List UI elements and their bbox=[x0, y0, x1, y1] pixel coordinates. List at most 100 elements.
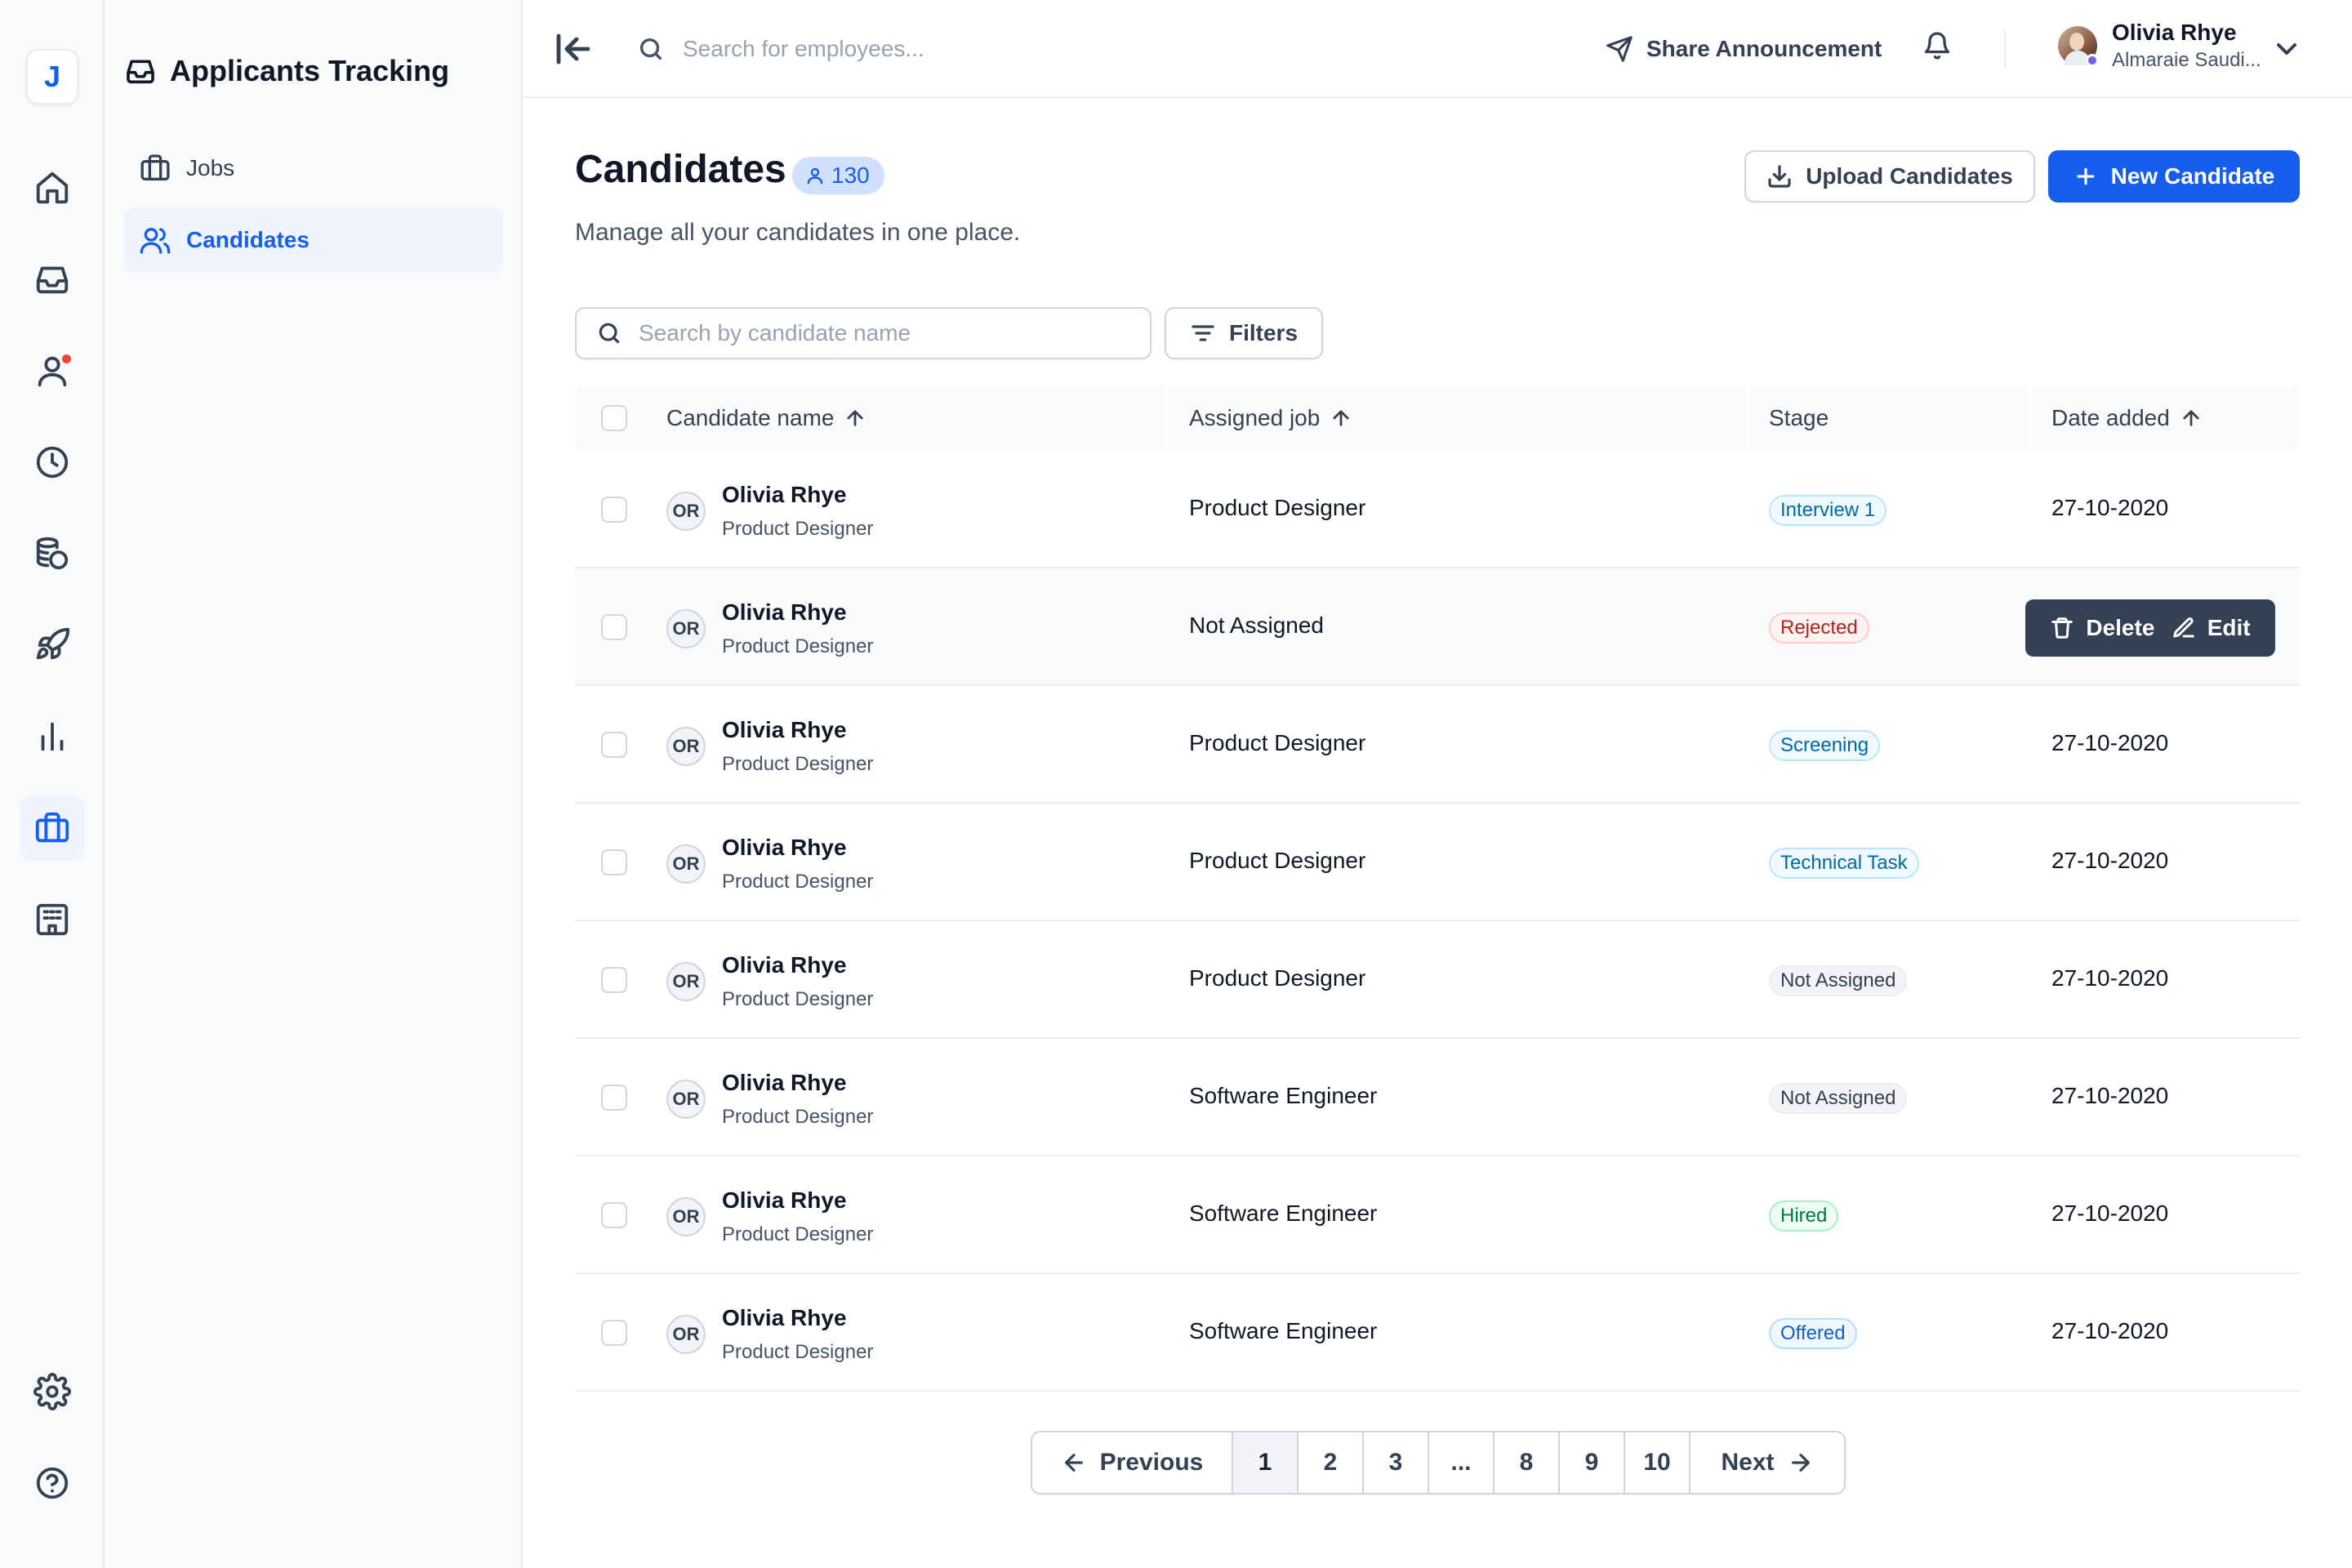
rail-payroll-button[interactable] bbox=[20, 521, 85, 586]
candidate-search-input[interactable] bbox=[639, 320, 1129, 346]
new-candidate-label: New Candidate bbox=[2110, 163, 2275, 189]
upload-candidates-button[interactable]: Upload Candidates bbox=[1744, 150, 2035, 203]
delete-label: Delete bbox=[2086, 615, 2155, 640]
app-logo[interactable]: J bbox=[26, 49, 78, 105]
sidebar-item-label: Jobs bbox=[186, 155, 235, 180]
column-date-added[interactable]: Date added bbox=[2051, 385, 2203, 451]
sidebar-item-candidates[interactable]: Candidates bbox=[124, 207, 503, 273]
sidebar-item-jobs[interactable]: Jobs bbox=[124, 136, 503, 201]
row-actions: Delete Edit bbox=[2025, 599, 2275, 657]
rail-people-button[interactable] bbox=[20, 338, 85, 403]
page-button[interactable]: 1 bbox=[1233, 1432, 1298, 1493]
user-menu[interactable]: Olivia Rhye Almaraie Saudi... bbox=[2058, 18, 2261, 74]
candidate-role: Product Designer bbox=[722, 871, 874, 893]
inbox-icon bbox=[127, 60, 154, 84]
user-menu-toggle[interactable] bbox=[2270, 33, 2303, 65]
row-checkbox[interactable] bbox=[601, 614, 627, 640]
candidates-table: Candidate name Assigned job Stage Date a… bbox=[575, 385, 2300, 1392]
coins-icon bbox=[36, 537, 69, 570]
new-candidate-button[interactable]: New Candidate bbox=[2048, 150, 2300, 203]
assigned-job: Software Engineer bbox=[1189, 1200, 1378, 1226]
edit-button[interactable]: Edit bbox=[2172, 615, 2251, 641]
arrow-up-icon bbox=[1333, 410, 1349, 426]
row-checkbox[interactable] bbox=[601, 967, 627, 993]
search-icon bbox=[599, 323, 620, 344]
rail-office-button[interactable] bbox=[20, 887, 85, 952]
candidate-role: Product Designer bbox=[722, 988, 874, 1010]
row-checkbox[interactable] bbox=[601, 849, 627, 875]
trash-icon bbox=[2051, 617, 2074, 639]
assigned-job: Product Designer bbox=[1189, 965, 1366, 991]
row-checkbox[interactable] bbox=[601, 1202, 627, 1228]
stage-badge: Rejected bbox=[1769, 612, 1869, 644]
next-page-button[interactable]: Next bbox=[1690, 1432, 1844, 1493]
stage-badge: Technical Task bbox=[1769, 848, 1919, 879]
rail-inbox-button[interactable] bbox=[20, 247, 85, 312]
notifications-button[interactable] bbox=[1922, 31, 1958, 67]
page-button[interactable]: 9 bbox=[1560, 1432, 1625, 1493]
share-announcement-button[interactable]: Share Announcement bbox=[1606, 26, 1882, 72]
candidate-name[interactable]: Olivia Rhye bbox=[722, 835, 847, 860]
collapse-left-icon bbox=[556, 33, 590, 65]
rail-time-button[interactable] bbox=[20, 430, 85, 495]
delete-button[interactable]: Delete bbox=[2050, 615, 2154, 641]
arrow-left-icon bbox=[1064, 1454, 1083, 1472]
rail-jobs-button[interactable] bbox=[20, 795, 85, 861]
briefcase-icon bbox=[140, 154, 170, 180]
row-checkbox[interactable] bbox=[601, 1085, 627, 1111]
assigned-job: Software Engineer bbox=[1189, 1318, 1378, 1343]
candidate-name[interactable]: Olivia Rhye bbox=[722, 599, 847, 625]
collapse-sidebar-button[interactable] bbox=[554, 29, 593, 69]
table-row[interactable]: OR Olivia Rhye Product Designer Software… bbox=[575, 1156, 2300, 1274]
edit-label: Edit bbox=[2207, 615, 2251, 640]
table-row[interactable]: OR Olivia Rhye Product Designer Product … bbox=[575, 686, 2300, 804]
table-row[interactable]: OR Olivia Rhye Product Designer Software… bbox=[575, 1039, 2300, 1156]
table-row[interactable]: OR Olivia Rhye Product Designer Product … bbox=[575, 804, 2300, 921]
row-checkbox[interactable] bbox=[601, 732, 627, 758]
icon-rail: J bbox=[0, 0, 105, 1568]
page-button[interactable]: 10 bbox=[1625, 1432, 1690, 1493]
send-icon bbox=[1606, 36, 1633, 62]
help-icon bbox=[36, 1467, 69, 1499]
candidate-name[interactable]: Olivia Rhye bbox=[722, 717, 847, 742]
candidate-role: Product Designer bbox=[722, 1106, 874, 1128]
rail-reports-button[interactable] bbox=[20, 704, 85, 769]
select-all-checkbox[interactable] bbox=[601, 405, 627, 431]
row-checkbox[interactable] bbox=[601, 1320, 627, 1346]
top-bar: Share Announcement Olivia Rhye Almaraie … bbox=[523, 0, 2352, 98]
column-candidate-name[interactable]: Candidate name bbox=[666, 385, 866, 451]
rail-launch-button[interactable] bbox=[20, 612, 85, 678]
page-button[interactable]: 2 bbox=[1298, 1432, 1364, 1493]
candidate-name[interactable]: Olivia Rhye bbox=[722, 1305, 847, 1330]
table-row[interactable]: OR Olivia Rhye Product Designer Product … bbox=[575, 451, 2300, 568]
page-button[interactable]: 8 bbox=[1494, 1432, 1560, 1493]
table-row[interactable]: OR Olivia Rhye Product Designer Not Assi… bbox=[575, 568, 2300, 686]
filters-button[interactable]: Filters bbox=[1165, 307, 1323, 359]
rail-home-button[interactable] bbox=[20, 155, 85, 220]
rail-help-button[interactable] bbox=[20, 1450, 85, 1516]
inbox-icon bbox=[36, 266, 69, 294]
previous-page-button[interactable]: Previous bbox=[1032, 1432, 1233, 1493]
candidate-name[interactable]: Olivia Rhye bbox=[722, 1070, 847, 1095]
column-assigned-job[interactable]: Assigned job bbox=[1189, 385, 1352, 451]
page-subtitle: Manage all your candidates in one place. bbox=[575, 219, 1021, 246]
row-checkbox[interactable] bbox=[601, 497, 627, 523]
candidate-count-badge: 130 bbox=[792, 157, 884, 194]
page-ellipsis: ... bbox=[1429, 1432, 1494, 1493]
candidate-name[interactable]: Olivia Rhye bbox=[722, 1187, 847, 1213]
page-button[interactable]: 3 bbox=[1364, 1432, 1429, 1493]
date-added: 27-10-2020 bbox=[2051, 730, 2169, 755]
home-icon bbox=[36, 172, 69, 204]
table-row[interactable]: OR Olivia Rhye Product Designer Software… bbox=[575, 1274, 2300, 1392]
date-added: 27-10-2020 bbox=[2051, 1083, 2169, 1108]
rail-settings-button[interactable] bbox=[20, 1359, 85, 1424]
employee-search-input[interactable] bbox=[683, 36, 1173, 62]
arrow-up-icon bbox=[847, 410, 864, 426]
table-row[interactable]: OR Olivia Rhye Product Designer Product … bbox=[575, 921, 2300, 1039]
candidate-name[interactable]: Olivia Rhye bbox=[722, 482, 847, 507]
assigned-job: Software Engineer bbox=[1189, 1083, 1378, 1108]
pencil-icon bbox=[2172, 617, 2194, 638]
candidate-name[interactable]: Olivia Rhye bbox=[722, 952, 847, 978]
notification-dot bbox=[60, 353, 73, 365]
